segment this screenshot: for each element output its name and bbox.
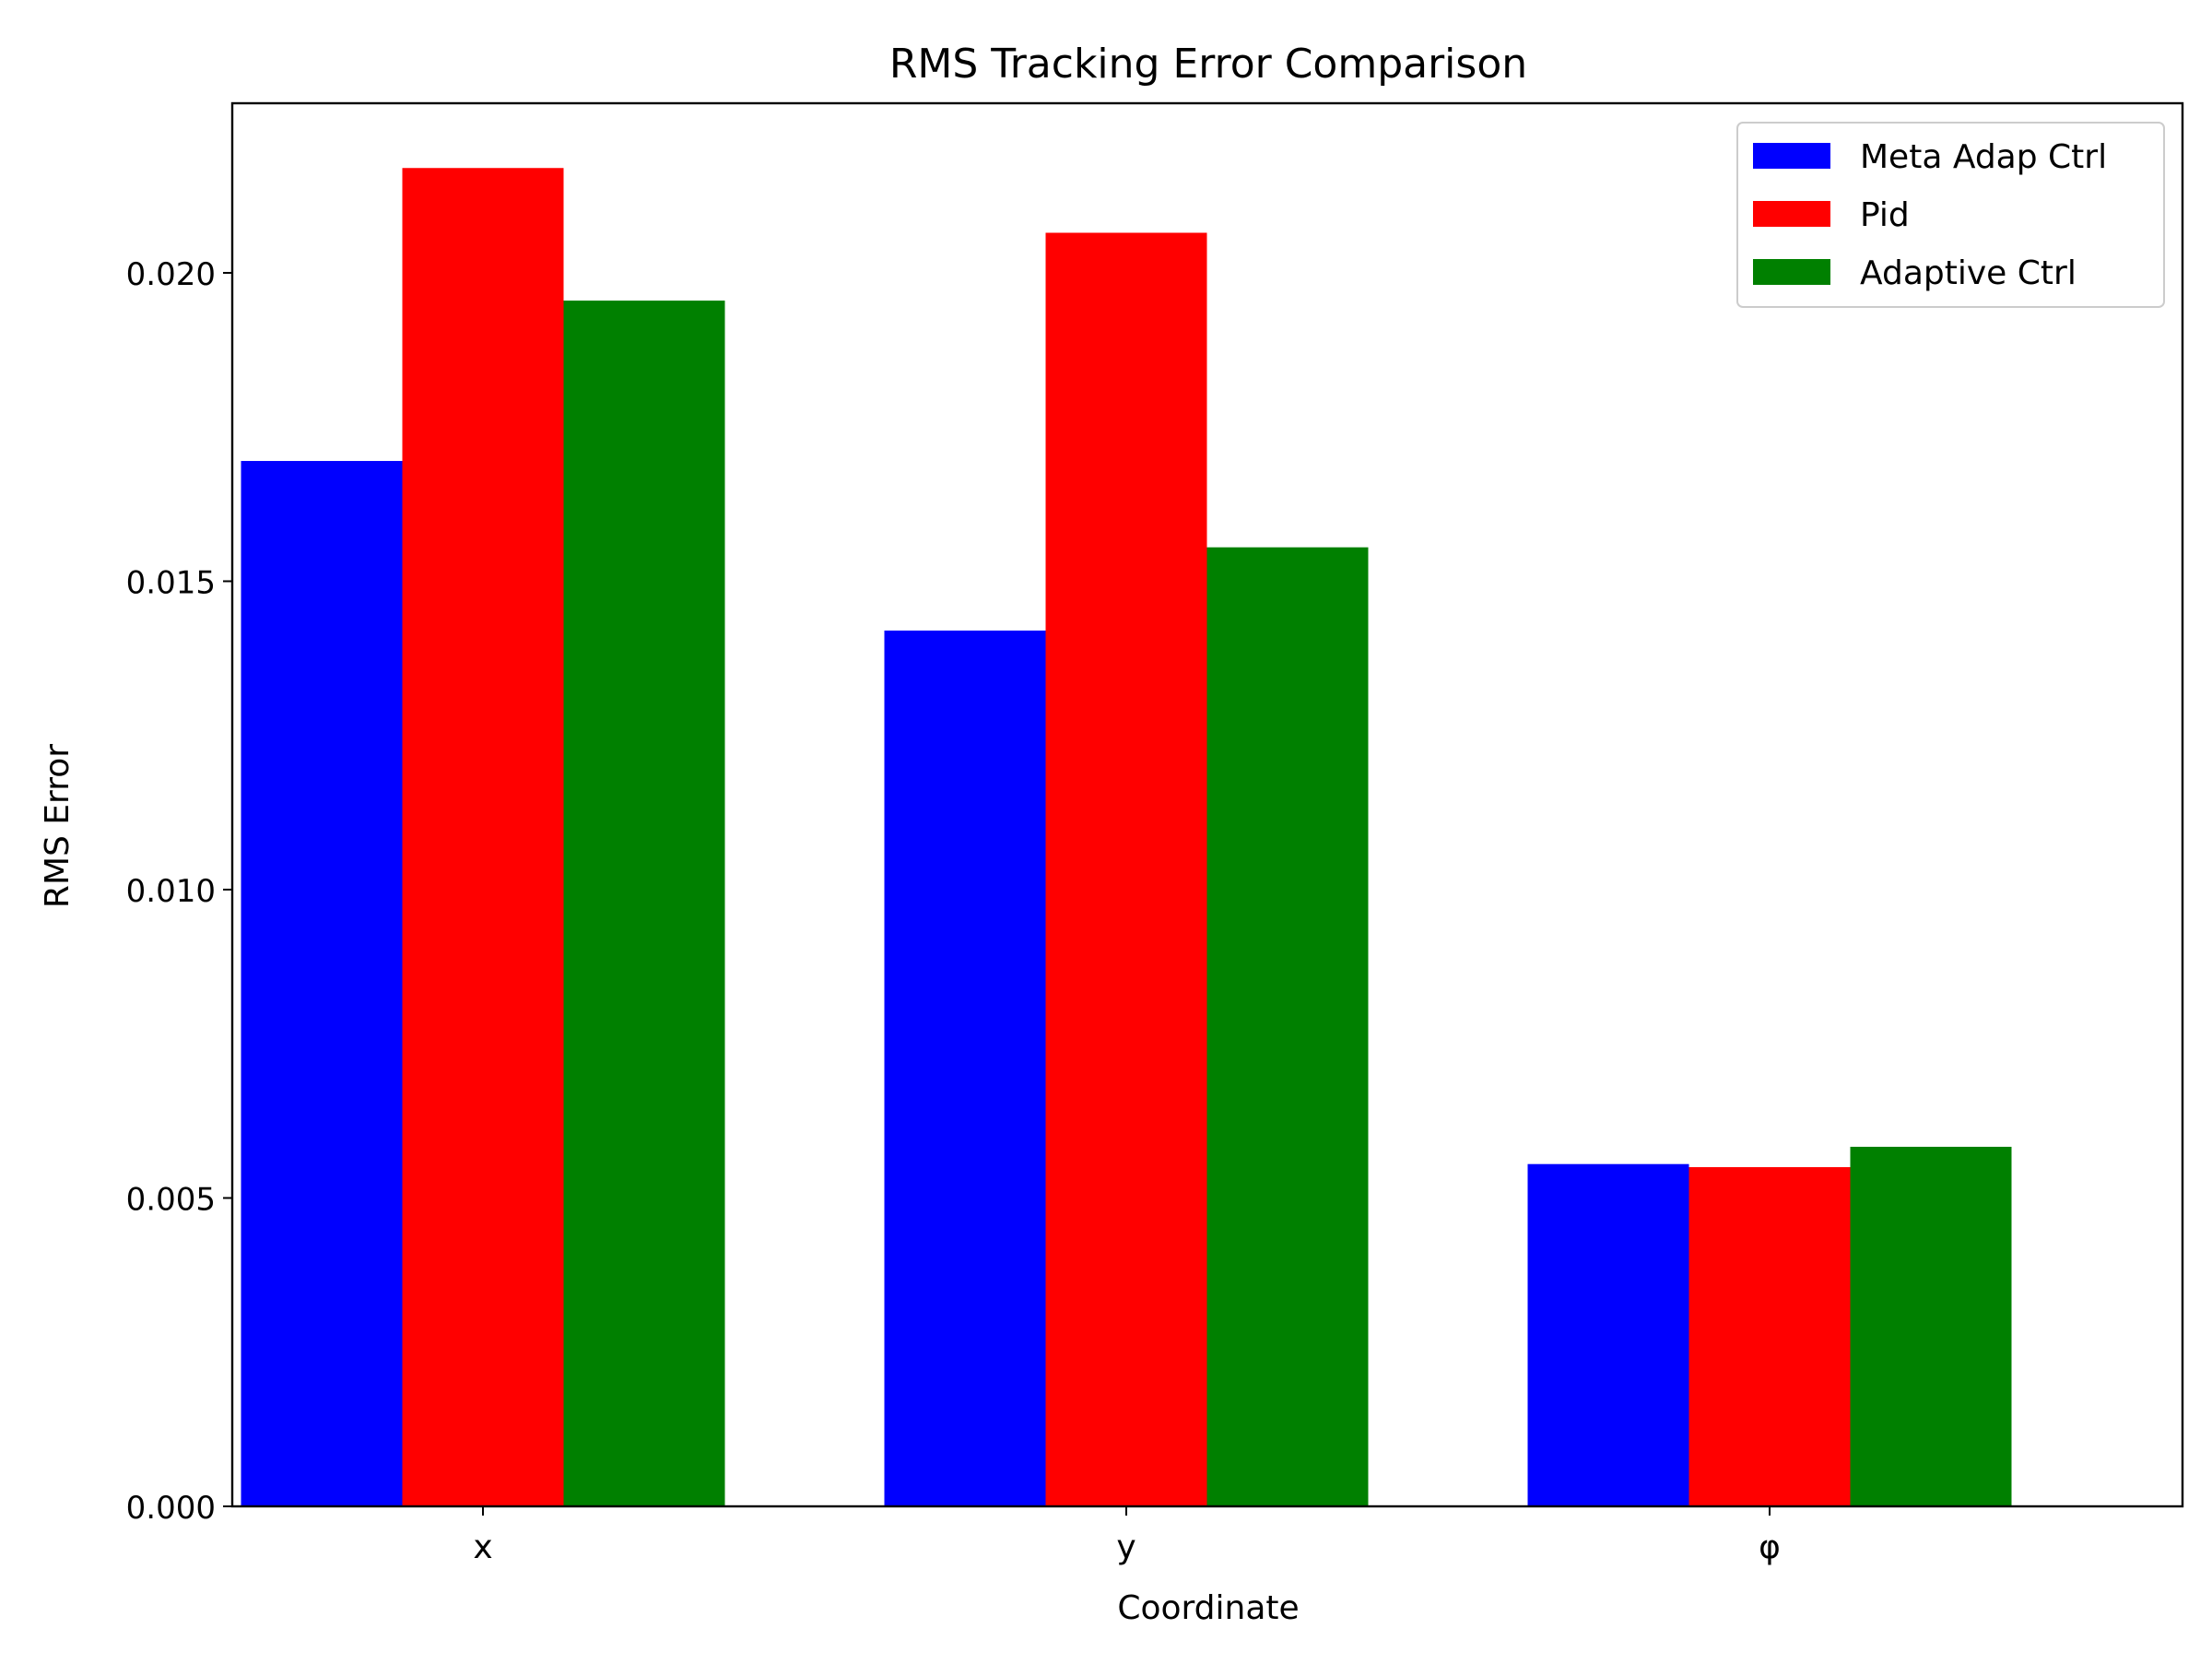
chart-title: RMS Tracking Error Comparison bbox=[889, 41, 1527, 88]
y-tick-label: 0.015 bbox=[126, 564, 216, 601]
x-axis-label: Coordinate bbox=[1117, 1589, 1299, 1627]
bar-meta-adap-ctrl-3 bbox=[1527, 1163, 1689, 1506]
plot-frame bbox=[230, 101, 2184, 1508]
legend: Meta Adap Ctrl Pid Adaptive Ctrl bbox=[1736, 122, 2165, 308]
bar-adaptive-ctrl-3 bbox=[1850, 1146, 2012, 1506]
legend-swatch bbox=[1753, 259, 1830, 285]
bar-adaptive-ctrl-1 bbox=[563, 301, 725, 1507]
bar-pid-1 bbox=[402, 168, 564, 1507]
legend-swatch bbox=[1753, 201, 1830, 227]
bar-adaptive-ctrl-2 bbox=[1206, 547, 1369, 1506]
legend-swatch bbox=[1753, 143, 1830, 169]
y-tick-label: 0.020 bbox=[126, 256, 216, 293]
bar-meta-adap-ctrl-1 bbox=[241, 461, 403, 1506]
legend-box bbox=[1736, 122, 2165, 308]
x-tick-label: φ bbox=[1759, 1528, 1781, 1566]
axes-layer: 0.000 0.005 0.010 0.015 0.020 x y φ bbox=[126, 101, 2184, 1566]
bar-pid-2 bbox=[1045, 232, 1207, 1506]
x-tick-label: y bbox=[1116, 1528, 1135, 1566]
legend-label: Pid bbox=[1860, 196, 1910, 234]
y-tick-label: 0.010 bbox=[126, 873, 216, 910]
bar-pid-3 bbox=[1688, 1167, 1851, 1506]
y-tick-label: 0.000 bbox=[126, 1490, 216, 1527]
bars-layer bbox=[241, 168, 2012, 1507]
legend-label: Meta Adap Ctrl bbox=[1860, 138, 2107, 176]
y-axis-label: RMS Error bbox=[39, 744, 76, 908]
legend-label: Adaptive Ctrl bbox=[1860, 254, 2077, 292]
y-tick-label: 0.005 bbox=[126, 1181, 216, 1218]
bar-meta-adap-ctrl-2 bbox=[884, 631, 1046, 1506]
x-tick-label: x bbox=[473, 1528, 492, 1566]
